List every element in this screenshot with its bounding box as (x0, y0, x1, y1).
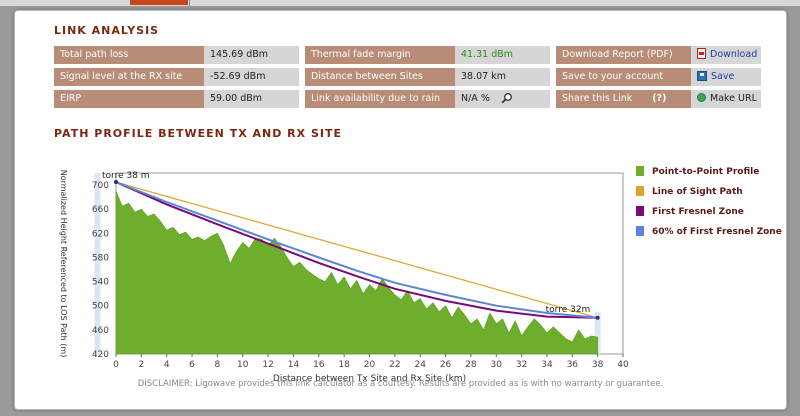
x-tick-label: 8 (215, 360, 221, 370)
active-tab-indicator[interactable] (130, 0, 188, 5)
y-tick-label: 660 (92, 205, 109, 215)
x-tick-label: 20 (364, 360, 376, 370)
x-tick-label: 2 (138, 360, 144, 370)
series-terrain-profile (115, 190, 598, 355)
x-tick-label: 14 (288, 360, 300, 370)
distance-between-sites-value: 38.07 km (455, 68, 550, 86)
top-nav-bar (0, 0, 800, 6)
tower-annotation-0: torre 38 m (102, 171, 150, 181)
x-tick-label: 40 (617, 360, 629, 370)
url-icon (697, 93, 706, 102)
x-axis-label: Distance between Tx Site and Rx Site (km… (273, 374, 466, 384)
make-url-button[interactable]: Make URL (691, 90, 761, 108)
link-availability-label: Link availability due to rain (305, 90, 455, 108)
x-tick-label: 0 (113, 360, 119, 370)
tx-endpoint-marker (114, 180, 118, 185)
thermal-fade-margin-number: 41.31 dBm (461, 49, 514, 60)
signal-level-label: Signal level at the RX site (54, 68, 204, 86)
series-first-fresnel-zone (115, 181, 598, 319)
x-tick-label: 26 (440, 360, 452, 370)
link-analysis-title: LINK ANALYSIS (54, 24, 160, 37)
series-fresnel-60 (115, 181, 598, 319)
x-tick-label: 38 (592, 360, 604, 370)
eirp-value: 59.00 dBm (204, 90, 299, 108)
legend-item-profile: Point-to-Point Profile (636, 166, 759, 177)
path-profile-chart: 0 2 4 6 8 10 12 14 16 18 20 22 24 26 28 30 32 34 36 38 40420… (59, 170, 629, 384)
x-tick-label: 4 (164, 360, 170, 370)
eirp-label: EIRP (54, 90, 204, 108)
series-line-of-sight (115, 181, 598, 319)
y-tick-label: 500 (92, 302, 109, 312)
x-tick-label: 32 (516, 360, 527, 370)
y-tick-label: 540 (92, 278, 109, 288)
tab-divider (189, 0, 190, 6)
legend-swatch-profile (636, 166, 644, 176)
distance-between-sites-label: Distance between Sites (305, 68, 455, 86)
legend-swatch-los (636, 186, 644, 196)
tx-tower-mark (94, 173, 101, 354)
download-button[interactable]: Download (691, 46, 761, 64)
signal-level-value: -52.69 dBm (204, 68, 299, 86)
legend-label-profile: Point-to-Point Profile (652, 167, 760, 177)
legend-item-los: Line of Sight Path (636, 186, 743, 197)
legend-label-los: Line of Sight Path (652, 187, 743, 197)
y-tick-label: 420 (92, 350, 109, 360)
save-account-label: Save to your account (556, 68, 691, 86)
download-report-label: Download Report (PDF) (556, 46, 691, 64)
save-button[interactable]: Save (691, 68, 761, 86)
path-profile-title: PATH PROFILE BETWEEN TX AND RX SITE (54, 127, 342, 140)
share-help[interactable]: (?) (652, 93, 667, 104)
x-tick-label: 36 (567, 360, 579, 370)
x-tick-label: 34 (541, 360, 553, 370)
pdf-icon (697, 48, 706, 59)
legend-swatch-fresnel-60 (636, 226, 644, 236)
make-url-link[interactable]: Make URL (710, 93, 757, 104)
total-path-loss-value: 145.69 dBm (204, 46, 299, 64)
save-link[interactable]: Save (711, 71, 735, 82)
link-availability-value: N/A % (455, 90, 550, 108)
y-tick-label: 460 (92, 326, 109, 336)
legend-label-fresnel: First Fresnel Zone (652, 207, 744, 217)
x-tick-label: 18 (338, 360, 350, 370)
tower-annotation-1: torre 32m (546, 305, 591, 315)
legend-label-fresnel-60: 60% of First Fresnel Zone (652, 227, 782, 237)
legend-item-fresnel: First Fresnel Zone (636, 206, 744, 217)
y-tick-label: 620 (92, 229, 109, 239)
y-tick-label: 700 (92, 181, 109, 191)
rx-endpoint-marker (595, 315, 600, 320)
disclaimer-text: DISCLAIMER: Ligowave provides this link … (137, 379, 664, 389)
thermal-fade-margin-value: 41.31 dBm (455, 46, 550, 64)
share-link-label: Share this Link (?) (556, 90, 691, 108)
x-tick-label: 24 (414, 360, 426, 370)
rx-tower-mark (594, 311, 601, 354)
save-icon (697, 71, 707, 81)
y-axis-label: Normalized Height Referenced to LOS Path… (59, 170, 68, 358)
download-link[interactable]: Download (710, 49, 758, 60)
magnifier-icon[interactable] (501, 92, 513, 104)
total-path-loss-label: Total path loss (54, 46, 204, 64)
legend-swatch-fresnel (636, 206, 644, 216)
link-availability-number: N/A % (461, 93, 490, 104)
share-link-text: Share this Link (562, 93, 633, 104)
y-tick-label: 580 (92, 253, 109, 263)
x-tick-label: 12 (262, 360, 273, 370)
x-tick-label: 30 (491, 360, 503, 370)
thermal-fade-margin-label: Thermal fade margin (305, 46, 455, 64)
legend-item-fresnel-60: 60% of First Fresnel Zone (636, 226, 782, 237)
x-tick-label: 16 (313, 360, 325, 370)
x-tick-label: 10 (237, 360, 249, 370)
link-analysis-panel: LINK ANALYSIS Total path loss 145.69 dBm… (14, 10, 787, 410)
x-tick-label: 22 (389, 360, 400, 370)
x-tick-label: 28 (465, 360, 477, 370)
x-tick-label: 6 (189, 360, 195, 370)
